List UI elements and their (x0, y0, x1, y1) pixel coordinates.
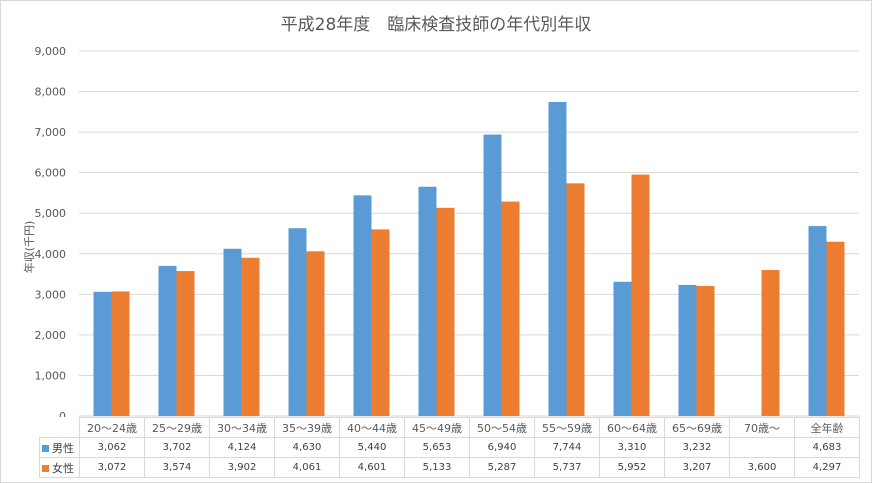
data-value: 5,133 (404, 457, 470, 478)
category-label: 50～54歳 (469, 417, 535, 438)
bar-female (566, 183, 585, 416)
table-corner (39, 417, 80, 438)
bar-female (306, 251, 325, 416)
series-row: 女性 3,072 3,574 3,902 4,061 4,601 5,133 5,287 5,7… (39, 457, 860, 478)
legend-key (42, 444, 49, 452)
category-label: 60～64歳 (599, 417, 665, 438)
bar-female (826, 241, 845, 416)
category-label: 35～39歳 (274, 417, 340, 438)
bar-female (436, 207, 455, 416)
data-value: 6,940 (469, 437, 535, 458)
category-label: 55～59歳 (534, 417, 600, 438)
bar-female (761, 270, 780, 416)
data-value: 3,310 (599, 437, 665, 458)
data-value: 4,297 (794, 457, 860, 478)
series-legend-cell: 男性 (39, 437, 80, 458)
bar-male (288, 228, 307, 416)
data-value: 3,072 (79, 457, 145, 478)
y-tick-label: 9,000 (35, 45, 67, 58)
bar-male (418, 186, 437, 416)
data-value: 5,287 (469, 457, 535, 478)
data-value: 3,207 (664, 457, 730, 478)
bar-female (631, 174, 650, 416)
series-legend-cell: 女性 (39, 457, 80, 478)
y-tick-label: 3,000 (35, 288, 67, 301)
category-label: 20～24歳 (79, 417, 145, 438)
category-label: 30～34歳 (209, 417, 275, 438)
y-tick-label: 8,000 (35, 86, 67, 99)
plot-area: 0 1,000 2,000 3,000 4,000 5,000 6,000 7,000 8,00… (35, 45, 859, 417)
y-tick-label: 5,000 (35, 207, 67, 220)
bar-male (93, 291, 112, 416)
legend-key (42, 464, 49, 472)
data-value: 5,737 (534, 457, 600, 478)
data-value: 3,574 (144, 457, 210, 478)
bar-male (158, 265, 177, 416)
data-value: 4,683 (794, 437, 860, 458)
data-value (729, 437, 795, 458)
bar-male (483, 134, 502, 417)
data-value: 3,902 (209, 457, 275, 478)
bar-female (371, 229, 390, 416)
data-value: 3,232 (664, 437, 730, 458)
y-tick-label: 7,000 (35, 126, 67, 139)
bar-male (808, 226, 827, 416)
bar-male (353, 195, 372, 416)
bar-female (501, 201, 520, 416)
bar-male (613, 281, 632, 416)
y-tick-label: 1,000 (35, 369, 67, 382)
y-tick-label: 4,000 (35, 248, 67, 261)
series-row: 男性 3,062 3,702 4,124 4,630 5,440 5,653 6,940 7,7… (39, 437, 860, 458)
bar-male (678, 284, 697, 416)
category-label: 25～29歳 (144, 417, 210, 438)
data-value: 4,630 (274, 437, 340, 458)
category-label: 45～49歳 (404, 417, 470, 438)
bar-male (223, 248, 242, 416)
category-row: 20～24歳 25～29歳 30～34歳 35～39歳 40～44歳 45～49歳 50～5… (39, 417, 860, 438)
data-value: 5,653 (404, 437, 470, 458)
y-tick-label: 6,000 (35, 167, 67, 180)
data-value: 5,440 (339, 437, 405, 458)
data-value: 4,601 (339, 457, 405, 478)
category-label: 全年齢 (794, 417, 860, 438)
data-value: 4,061 (274, 457, 340, 478)
chart-title: 平成28年度 臨床検査技師の年代別年収 (280, 15, 592, 35)
y-tick-label: 0 (59, 410, 66, 417)
series-name: 女性 (52, 461, 74, 475)
y-tick-label: 2,000 (35, 329, 67, 342)
data-value: 3,702 (144, 437, 210, 458)
data-value: 3,062 (79, 437, 145, 458)
bar-female (176, 271, 195, 416)
category-label: 70歳～ (729, 417, 795, 438)
data-value: 5,952 (599, 457, 665, 478)
data-value: 3,600 (729, 457, 795, 478)
series-name: 男性 (52, 441, 74, 455)
data-table: 20～24歳 25～29歳 30～34歳 35～39歳 40～44歳 45～49歳 50～5… (39, 417, 860, 478)
bar-female (111, 291, 130, 416)
bar-female (696, 285, 715, 416)
bar-female (241, 257, 260, 416)
category-label: 40～44歳 (339, 417, 405, 438)
category-label: 65～69歳 (664, 417, 730, 438)
data-value: 4,124 (209, 437, 275, 458)
data-value: 7,744 (534, 437, 600, 458)
bar-male (548, 101, 567, 416)
